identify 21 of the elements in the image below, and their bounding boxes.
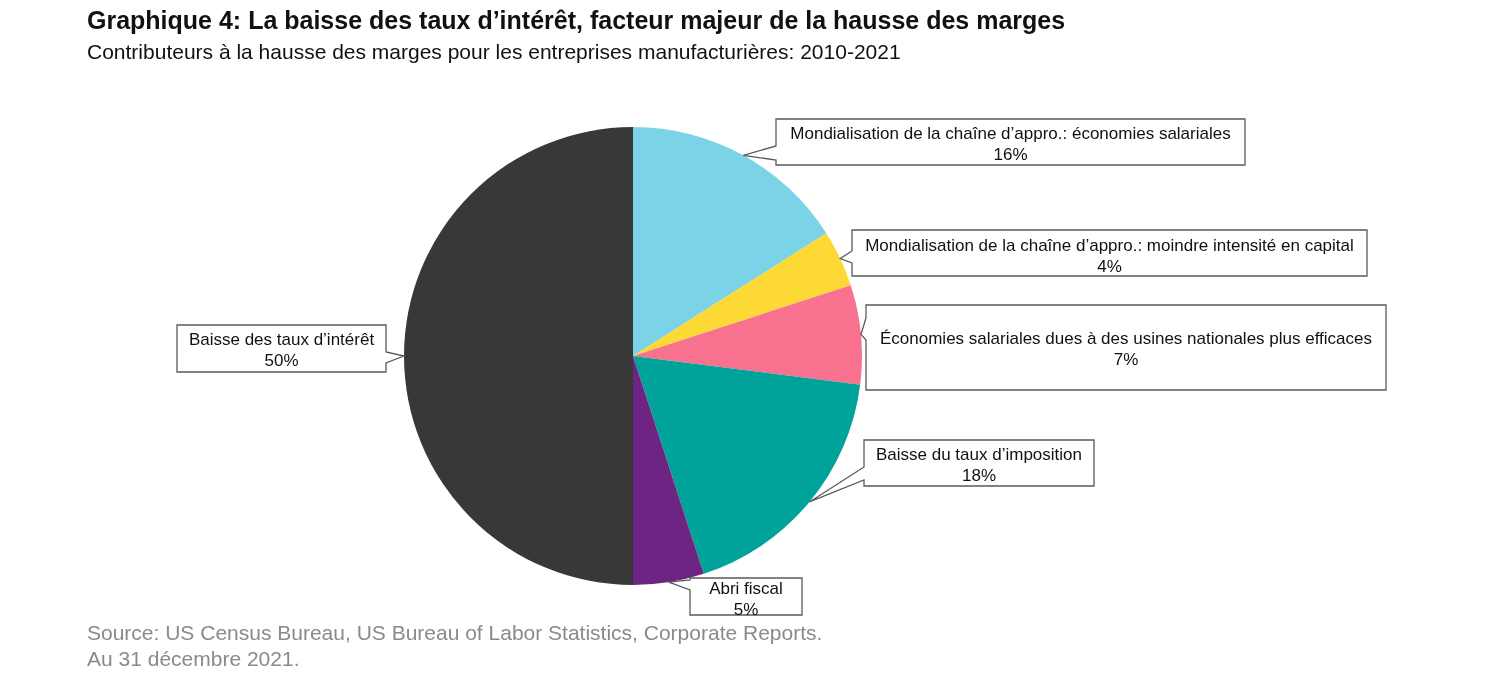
data-label: 4% [1097,256,1122,276]
data-label: 50% [264,350,299,370]
data-label: 5% [733,599,759,619]
pie-slice [404,127,633,585]
pie-slice [633,285,862,385]
data-label: 16% [993,144,1028,164]
slice-label: Économies salariales dues à des usines nationales plus efficaces [879,328,1373,348]
pie-slice [633,356,861,574]
source-note: Source: US Census Bureau, US Bureau of Labor Statistics, Corporate Reports. [87,621,823,645]
slice-label: Baisse des taux d’intérêt [188,329,375,349]
pie-slice [633,356,704,585]
text: Au 31 décembre 2021. [87,647,300,671]
data-label: 7% [1113,349,1139,369]
slice-label: Mondialisation de la chaîne d’appro.: moindre intensité en capital [865,235,1354,255]
slice-label: Mondialisation de la chaîne d’appro.: économies salariales [790,123,1231,143]
pie-slice [633,233,851,356]
slice-label: Baisse du taux d’imposition [875,444,1083,464]
chart-subtitle: Contributeurs à la hausse des marges pour les entreprises manufacturières: 2010-2021 [87,40,901,64]
chart-title: Graphique 4: La baisse des taux d’intérêt, facteur majeur de la hausse des marges [87,5,1066,35]
slice-label: Abri fiscal [709,578,783,598]
data-label: 18% [961,465,997,485]
